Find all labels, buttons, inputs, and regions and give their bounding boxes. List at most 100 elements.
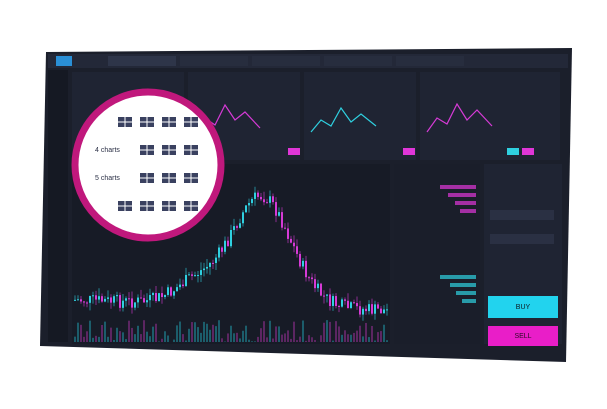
candle-body <box>179 284 181 288</box>
candle-body <box>311 277 313 280</box>
volume-bar <box>239 338 241 342</box>
volume-bar <box>131 327 133 342</box>
volume-bar <box>146 331 148 342</box>
candle-body <box>197 274 199 276</box>
buy-label: BUY <box>516 304 531 311</box>
volume-bar <box>305 340 307 342</box>
volume-bar <box>383 324 385 342</box>
candle-body <box>206 266 208 269</box>
candle-body <box>89 295 91 303</box>
volume-bar <box>194 322 196 342</box>
candle-body <box>176 287 178 292</box>
volume-bar <box>149 336 151 342</box>
input[interactable] <box>490 210 554 220</box>
candle-body <box>83 301 85 303</box>
candle-body <box>215 257 217 263</box>
volume-bar <box>353 332 355 342</box>
volume-bar <box>107 336 109 342</box>
tabs <box>108 56 464 66</box>
candle-body <box>191 274 193 276</box>
volume-bar <box>290 338 292 342</box>
candle-body <box>92 295 94 297</box>
candle-body <box>218 247 220 258</box>
volume-bar <box>254 341 256 342</box>
volume-bar <box>209 329 211 342</box>
candle-body <box>263 199 265 203</box>
candle-body <box>281 212 283 228</box>
layout-option[interactable]: 4 charts <box>95 147 120 154</box>
candle-body <box>224 240 226 252</box>
logo <box>56 56 72 66</box>
candle-body <box>101 296 103 302</box>
candle-body <box>116 295 118 297</box>
candle-body <box>119 295 121 308</box>
zoom-circle <box>71 88 225 242</box>
candle-body <box>230 229 232 247</box>
volume-bar <box>386 340 388 342</box>
volume-bar <box>272 338 274 342</box>
candle-body <box>221 247 223 252</box>
candle-body <box>242 212 244 224</box>
candle-body <box>371 304 373 314</box>
candle-body <box>302 260 304 267</box>
volume-bar <box>200 332 202 342</box>
volume-bar <box>101 324 103 342</box>
candle-body <box>260 196 262 200</box>
volume-bar <box>248 339 250 342</box>
volume-bar <box>320 335 322 342</box>
volume-bar <box>161 338 163 342</box>
candle-body <box>305 260 307 278</box>
candle-body <box>368 304 370 312</box>
candle-body <box>188 274 190 276</box>
volume-bar <box>362 336 364 342</box>
candle-body <box>161 293 163 298</box>
candle-body <box>164 294 166 298</box>
candle-body <box>113 296 115 303</box>
candle-body <box>359 306 361 315</box>
candle-body <box>149 295 151 301</box>
candle-body <box>266 202 268 204</box>
volume-bar <box>227 333 229 342</box>
candle-body <box>104 298 106 302</box>
volume-bar <box>356 330 358 342</box>
volume-bar <box>302 320 304 342</box>
volume-bar <box>317 341 319 342</box>
candle-body <box>86 302 88 304</box>
volume-bar <box>257 336 259 342</box>
volume-bar <box>143 320 145 342</box>
volume-bar <box>368 337 370 342</box>
candle-body <box>185 274 187 287</box>
volume-bar <box>167 335 169 342</box>
candle-body <box>314 279 316 289</box>
candle-body <box>278 212 280 216</box>
buy-button[interactable] <box>488 296 558 318</box>
volume-bar <box>95 335 97 342</box>
candle-body <box>152 292 154 296</box>
layout-option[interactable]: 5 charts <box>95 175 120 182</box>
volume-bar <box>215 326 217 342</box>
volume-bar <box>104 321 106 342</box>
volume-bar <box>314 339 316 342</box>
volume-bar <box>170 341 172 342</box>
sell-button[interactable] <box>488 326 558 346</box>
candle-body <box>275 202 277 216</box>
candle-body <box>323 295 325 297</box>
candle-body <box>158 293 160 302</box>
volume-bar <box>110 327 112 342</box>
candle-body <box>293 242 295 247</box>
candle-body <box>167 287 169 295</box>
candle-body <box>209 262 211 267</box>
volume-bar <box>359 325 361 342</box>
volume-bar <box>176 325 178 342</box>
volume-bar <box>116 327 118 342</box>
volume-bar <box>230 325 232 342</box>
candle-body <box>272 196 274 203</box>
candle-body <box>269 196 271 203</box>
volume-bar <box>308 335 310 342</box>
input[interactable] <box>490 234 554 244</box>
volume-bar <box>125 339 127 342</box>
volume-bar <box>86 331 88 342</box>
candle-body <box>338 305 340 307</box>
volume-bar <box>287 330 289 342</box>
